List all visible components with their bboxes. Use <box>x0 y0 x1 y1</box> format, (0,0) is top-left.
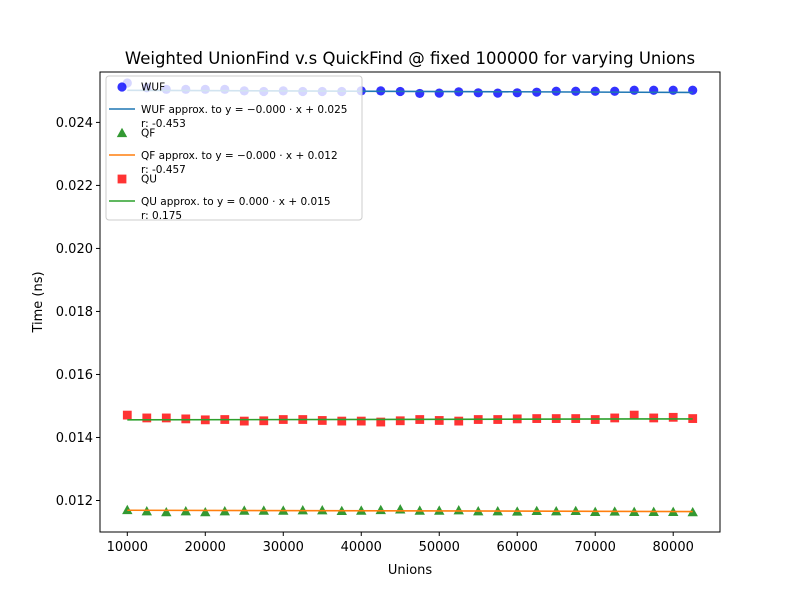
qf-point <box>375 504 386 515</box>
qu-point <box>161 413 171 423</box>
x-tick-label: 10000 <box>107 540 148 555</box>
qu-point <box>142 413 152 423</box>
legend-r-qu: r: 0.175 <box>141 210 182 222</box>
legend-r-wuf: r: -0.453 <box>141 118 186 130</box>
wuf-point <box>590 86 600 96</box>
wuf-point <box>649 85 659 95</box>
y-axis: 0.012 0.014 0.016 0.018 0.020 0.022 0.024 <box>56 116 100 509</box>
x-tick-label: 70000 <box>575 540 616 555</box>
wuf-point <box>610 86 620 96</box>
y-tick-label: 0.020 <box>56 242 93 257</box>
legend-label-qf-fit: QF approx. to y = −0.000 · x + 0.012 <box>141 150 338 162</box>
legend-r-qf: r: -0.457 <box>141 164 186 176</box>
qu-fit-line <box>127 418 693 421</box>
y-tick-label: 0.012 <box>56 494 93 509</box>
qf-point <box>531 505 542 516</box>
qf-point <box>161 506 172 517</box>
y-tick-label: 0.014 <box>56 431 93 446</box>
legend: WUF WUF approx. to y = −0.000 · x + 0.025… <box>105 75 363 222</box>
chart-title: Weighted UnionFind v.s QuickFind @ fixed… <box>125 49 695 68</box>
wuf-point <box>668 85 678 95</box>
x-axis-label: Unions <box>388 563 433 578</box>
qu-point <box>181 414 191 424</box>
qf-point <box>317 505 328 515</box>
x-axis: 10000 20000 30000 40000 50000 60000 70000 80000 <box>107 532 694 555</box>
qf-point <box>570 505 581 516</box>
legend-items: WUF WUF approx. to y = −0.000 · x + 0.025… <box>109 82 347 222</box>
qf-point <box>122 504 133 515</box>
wuf-point <box>571 86 581 96</box>
qu-point <box>649 413 659 423</box>
y-axis-label: Time (ns) <box>31 271 46 333</box>
wuf-point <box>434 88 444 98</box>
legend-marker-wuf <box>117 82 127 92</box>
qu-point <box>434 416 444 425</box>
wuf-point <box>415 88 425 99</box>
legend-label-wuf: WUF <box>141 82 165 94</box>
y-tick-label: 0.018 <box>56 305 93 320</box>
qu-point <box>337 416 347 426</box>
qf-point <box>297 505 308 515</box>
legend-label-qf: QF <box>141 128 155 140</box>
qu-point <box>454 416 464 426</box>
qf-point <box>453 505 464 515</box>
legend-label-wuf-fit: WUF approx. to y = −0.000 · x + 0.025 <box>141 104 347 116</box>
wuf-point <box>629 85 639 95</box>
x-tick-label: 30000 <box>263 540 304 555</box>
qf-point <box>687 506 698 517</box>
qf-point <box>200 506 211 517</box>
legend-marker-qf <box>116 127 128 138</box>
wuf-point <box>512 88 522 98</box>
legend-label-qu-fit: QU approx. to y = 0.000 · x + 0.015 <box>141 196 331 208</box>
x-tick-label: 60000 <box>497 540 538 555</box>
wuf-point <box>473 88 483 98</box>
qu-point <box>239 416 249 426</box>
wuf-point <box>688 85 698 95</box>
y-tick-label: 0.022 <box>56 179 93 194</box>
x-tick-label: 80000 <box>653 540 694 555</box>
x-tick-label: 40000 <box>341 540 382 555</box>
legend-label-qu: QU <box>141 174 157 186</box>
y-tick-label: 0.016 <box>56 368 93 383</box>
qf-fit-line <box>127 509 693 513</box>
qu-point <box>356 416 366 426</box>
qu-point <box>122 410 132 420</box>
qf-point <box>434 505 445 515</box>
x-tick-label: 20000 <box>185 540 226 555</box>
axes-frame <box>99 71 721 533</box>
qf-point <box>414 505 425 515</box>
qu-point <box>668 412 678 422</box>
qu-point <box>259 416 269 426</box>
qu-point <box>395 416 405 426</box>
qu-point <box>688 414 698 423</box>
x-tick-label: 50000 <box>419 540 460 555</box>
legend-box <box>105 75 363 221</box>
legend-marker-qu <box>117 174 127 184</box>
qu-point <box>376 417 386 427</box>
wuf-point <box>493 88 503 98</box>
qu-point <box>629 410 639 420</box>
qu-point <box>610 413 620 423</box>
qu-point <box>317 416 327 425</box>
y-tick-label: 0.024 <box>56 116 93 131</box>
